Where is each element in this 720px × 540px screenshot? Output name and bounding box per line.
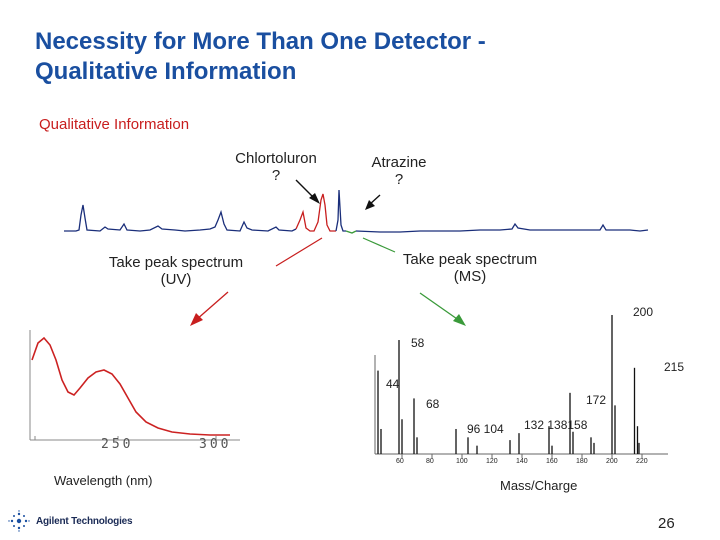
ms-x-axis-label: Mass/Charge: [500, 478, 578, 493]
ms-peak-label-172: 172: [586, 393, 607, 407]
ms-down-arrow: [419, 292, 466, 326]
chlortoluron-name: Chlortoluron: [235, 150, 317, 167]
agilent-logo: Agilent Technologies: [8, 510, 133, 532]
chromatogram-trace-tail: [335, 189, 346, 232]
ms-peak-label-132-138-158: 132 138158: [524, 418, 588, 432]
ms-x-tick-label: 160: [546, 458, 558, 465]
ms-peak-label-44: 44: [386, 377, 400, 391]
uv-action-line2: (UV): [160, 271, 192, 288]
page-number: 26: [658, 515, 675, 532]
slide-subtitle: Qualitative Information: [39, 116, 190, 133]
chromatogram-trace: [64, 204, 297, 232]
ms-action-line2: (MS): [453, 268, 487, 285]
ms-spectrum-plot: [374, 315, 668, 458]
peak-label-atrazine: Atrazine ?: [356, 154, 442, 188]
ms-peak-label-68: 68: [426, 397, 440, 411]
uv-spectrum-plot: [29, 330, 240, 441]
ms-peak-label-215: 215: [664, 360, 685, 374]
uv-tick-300: 300: [199, 437, 232, 452]
ms-peak-label-200: 200: [633, 305, 654, 319]
ms-x-tick-label: 120: [486, 458, 498, 465]
ms-x-tick-label: 60: [396, 458, 404, 465]
peak-label-chlortoluron: Chlortoluron ?: [226, 150, 326, 184]
uv-spectrum-trace: [31, 336, 230, 436]
chlortoluron-pointer-arrow: [295, 179, 320, 204]
slide-title-line1: Necessity for More Than One Detector -: [35, 28, 486, 55]
chlortoluron-question: ?: [271, 167, 281, 184]
uv-down-arrow: [190, 291, 229, 326]
ms-x-tick-label: 200: [606, 458, 618, 465]
uv-action-line1: Take peak spectrum: [108, 254, 244, 271]
agilent-logo-text: Agilent Technologies: [36, 515, 133, 527]
ms-peak-label-96-104: 96 104: [467, 422, 504, 436]
atrazine-question: ?: [394, 171, 404, 188]
uv-tick-250: 250: [101, 437, 134, 452]
slide-title-line2: Qualitative Information: [35, 58, 297, 85]
chromatogram-trace-end: [355, 222, 649, 233]
ms-action-label: Take peak spectrum (MS): [390, 251, 550, 285]
uv-action-label: Take peak spectrum (UV): [96, 254, 256, 288]
agilent-spark-icon: [8, 510, 30, 532]
ms-action-line: [362, 237, 396, 253]
slide-title: Necessity for More Than One Detector - Q…: [35, 27, 695, 87]
ms-peak-label-58: 58: [411, 336, 425, 350]
ms-x-tick-label: 80: [426, 458, 434, 465]
ms-x-tick-label: 140: [516, 458, 528, 465]
chromatogram-peak-atrazine: [345, 230, 357, 234]
uv-x-axis-label: Wavelength (nm): [54, 473, 153, 488]
atrazine-pointer-arrow: [365, 194, 381, 210]
ms-x-tick-label: 220: [636, 458, 648, 465]
ms-peak-bars: [377, 315, 640, 454]
ms-x-ticks: [401, 454, 643, 458]
ms-x-tick-label: 100: [456, 458, 468, 465]
chromatogram-peak-chlortoluron: [295, 193, 336, 232]
ms-action-line1: Take peak spectrum: [402, 251, 538, 268]
ms-x-tick-label: 180: [576, 458, 588, 465]
uv-action-line: [275, 237, 323, 267]
atrazine-name: Atrazine: [371, 154, 427, 171]
